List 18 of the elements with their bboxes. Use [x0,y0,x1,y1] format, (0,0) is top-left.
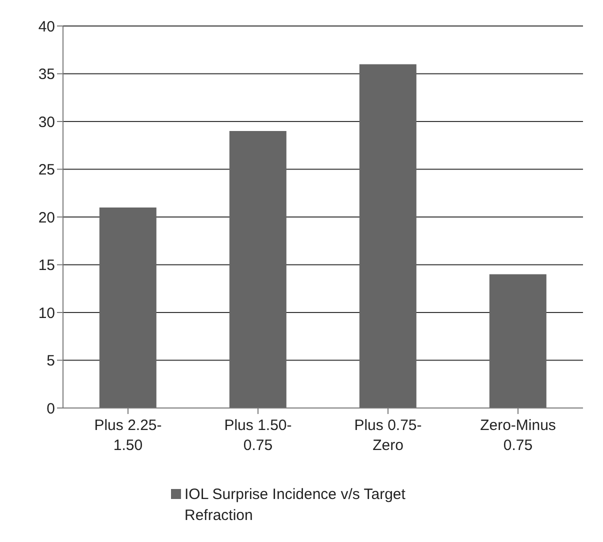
x-tick-label: Plus 0.75-Zero [354,417,422,454]
y-tick-label: 30 [38,114,55,131]
y-tick-label: 15 [38,257,55,274]
y-tick-label: 5 [46,352,55,370]
y-tick-label: 25 [38,162,55,179]
y-tick-label: 20 [38,209,55,226]
bar [229,131,286,408]
y-tick-label: 35 [38,66,55,84]
y-tick-label: 0 [46,400,55,418]
y-tick-label: 40 [38,18,55,36]
bar [359,64,416,408]
x-tick-label: Zero-Minus 0.75 [480,417,556,454]
legend-label: IOL Surprise Incidence v/s Target Refraction [184,485,406,526]
bar [99,207,156,408]
y-tick-label: 10 [38,304,55,322]
x-tick-label: Plus 1.50-0.75 [224,417,292,454]
x-tick-label: Plus 2.25-1.50 [94,417,162,454]
bar [489,274,546,408]
